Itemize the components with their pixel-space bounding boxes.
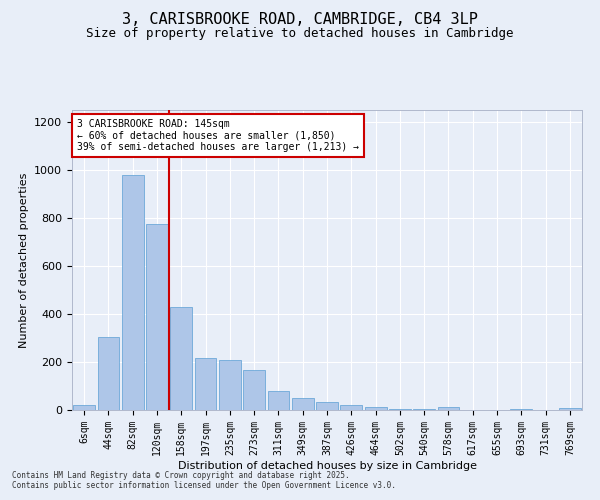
Bar	[511, 409, 532, 410]
Bar	[122, 175, 143, 410]
Bar	[146, 224, 168, 410]
Bar	[389, 409, 411, 410]
Text: Contains public sector information licensed under the Open Government Licence v3: Contains public sector information licen…	[12, 481, 396, 490]
Bar	[340, 405, 362, 410]
Text: Contains HM Land Registry data © Crown copyright and database right 2025.: Contains HM Land Registry data © Crown c…	[12, 471, 350, 480]
Text: 3, CARISBROOKE ROAD, CAMBRIDGE, CB4 3LP: 3, CARISBROOKE ROAD, CAMBRIDGE, CB4 3LP	[122, 12, 478, 28]
X-axis label: Distribution of detached houses by size in Cambridge: Distribution of detached houses by size …	[178, 460, 476, 470]
Bar	[365, 407, 386, 410]
Bar	[559, 408, 581, 410]
Text: Size of property relative to detached houses in Cambridge: Size of property relative to detached ho…	[86, 28, 514, 40]
Bar	[437, 407, 460, 410]
Bar	[170, 307, 192, 410]
Bar	[292, 398, 314, 410]
Bar	[194, 358, 217, 410]
Bar	[219, 360, 241, 410]
Y-axis label: Number of detached properties: Number of detached properties	[19, 172, 29, 348]
Bar	[73, 404, 95, 410]
Bar	[413, 409, 435, 410]
Bar	[268, 391, 289, 410]
Text: 3 CARISBROOKE ROAD: 145sqm
← 60% of detached houses are smaller (1,850)
39% of s: 3 CARISBROOKE ROAD: 145sqm ← 60% of deta…	[77, 119, 359, 152]
Bar	[97, 337, 119, 410]
Bar	[316, 402, 338, 410]
Bar	[243, 370, 265, 410]
